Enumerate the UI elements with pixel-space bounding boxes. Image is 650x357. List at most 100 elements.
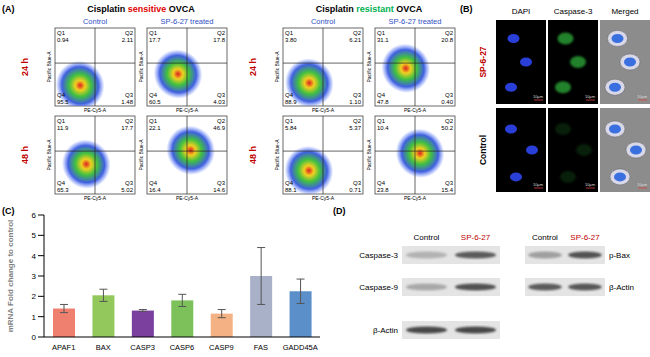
svg-text:APAF1: APAF1	[52, 343, 75, 352]
svg-text:31.1: 31.1	[377, 37, 389, 43]
svg-text:Q4: Q4	[377, 180, 386, 186]
svg-text:PE-Cy5-A: PE-Cy5-A	[84, 107, 107, 113]
svg-text:Q4: Q4	[149, 180, 158, 186]
svg-text:PE-Cy5-A: PE-Cy5-A	[312, 195, 335, 201]
svg-text:10.4: 10.4	[377, 125, 389, 131]
svg-text:PE-Cy5-A: PE-Cy5-A	[404, 107, 427, 113]
svg-text:17.7: 17.7	[149, 37, 161, 43]
svg-text:Cisplatin sensitive OVCA: Cisplatin sensitive OVCA	[87, 4, 195, 14]
svg-text:DAPI: DAPI	[512, 7, 531, 16]
svg-text:0: 0	[32, 333, 37, 342]
svg-text:60.5: 60.5	[149, 99, 161, 105]
svg-text:PE-Cy5-A: PE-Cy5-A	[84, 195, 107, 201]
svg-text:10µm: 10µm	[533, 94, 544, 99]
svg-text:Caspase-9: Caspase-9	[359, 283, 398, 292]
svg-text:88.1: 88.1	[285, 187, 297, 193]
svg-text:Q3: Q3	[217, 92, 226, 98]
svg-text:Q4: Q4	[149, 92, 158, 98]
svg-text:1.10: 1.10	[349, 99, 361, 105]
svg-text:17.8: 17.8	[213, 37, 225, 43]
svg-text:p-Bax: p-Bax	[609, 251, 630, 260]
svg-text:Q2: Q2	[445, 30, 454, 36]
svg-text:(C): (C)	[2, 206, 15, 216]
svg-text:10µm: 10µm	[637, 182, 648, 187]
svg-text:Pacific Blue-A: Pacific Blue-A	[46, 139, 52, 171]
svg-text:4: 4	[32, 252, 37, 261]
svg-text:2: 2	[32, 292, 37, 301]
svg-text:5: 5	[32, 231, 37, 240]
svg-text:SP-6-27 treated: SP-6-27 treated	[161, 17, 214, 26]
svg-text:6: 6	[32, 211, 37, 220]
svg-text:20.8: 20.8	[441, 37, 453, 43]
svg-text:Q3: Q3	[445, 92, 454, 98]
svg-text:Cisplatin resistant OVCA: Cisplatin resistant OVCA	[316, 4, 423, 14]
svg-text:PE-Cy5-A: PE-Cy5-A	[404, 195, 427, 201]
svg-text:Q3: Q3	[125, 92, 134, 98]
svg-text:48 h: 48 h	[20, 146, 30, 164]
svg-text:10µm: 10µm	[533, 182, 544, 187]
svg-text:Q3: Q3	[353, 92, 362, 98]
svg-text:Q3: Q3	[353, 180, 362, 186]
svg-text:0.71: 0.71	[349, 187, 361, 193]
svg-text:Control: Control	[311, 17, 336, 26]
svg-text:Pacific Blue-A: Pacific Blue-A	[138, 139, 144, 171]
svg-text:Q2: Q2	[125, 30, 134, 36]
svg-text:PE-Cy5-A: PE-Cy5-A	[176, 107, 199, 113]
svg-text:3: 3	[32, 272, 37, 281]
svg-text:GADD45A: GADD45A	[283, 343, 318, 352]
svg-text:(D): (D)	[333, 206, 346, 216]
svg-text:SP-6-27: SP-6-27	[461, 233, 491, 242]
svg-text:Control: Control	[478, 135, 488, 165]
svg-text:Q4: Q4	[377, 92, 386, 98]
svg-text:Q2: Q2	[353, 118, 362, 124]
svg-text:46.9: 46.9	[213, 125, 225, 131]
svg-text:(B): (B)	[460, 4, 473, 14]
svg-text:Control: Control	[414, 233, 440, 242]
svg-text:Pacific Blue-A: Pacific Blue-A	[366, 51, 372, 83]
svg-text:Q3: Q3	[445, 180, 454, 186]
svg-text:Caspase-3: Caspase-3	[554, 7, 593, 16]
svg-text:24 h: 24 h	[248, 58, 258, 76]
svg-text:PE-Cy5-A: PE-Cy5-A	[312, 107, 335, 113]
svg-text:0.94: 0.94	[57, 37, 69, 43]
svg-text:11.9: 11.9	[57, 125, 69, 131]
svg-text:48 h: 48 h	[248, 146, 258, 164]
svg-text:47.8: 47.8	[377, 99, 389, 105]
svg-text:PE-Cy5-A: PE-Cy5-A	[176, 195, 199, 201]
svg-text:Q4: Q4	[285, 92, 294, 98]
svg-text:1.48: 1.48	[121, 99, 133, 105]
svg-text:5.02: 5.02	[121, 187, 133, 193]
svg-text:10µm: 10µm	[585, 182, 596, 187]
svg-text:Q1: Q1	[377, 118, 386, 124]
svg-text:Merged: Merged	[611, 7, 638, 16]
svg-text:Control: Control	[532, 233, 558, 242]
svg-text:Q2: Q2	[445, 118, 454, 124]
svg-text:10µm: 10µm	[637, 94, 648, 99]
svg-text:Q1: Q1	[149, 118, 158, 124]
svg-text:Q1: Q1	[149, 30, 158, 36]
svg-text:2.11: 2.11	[122, 37, 134, 43]
svg-text:17.7: 17.7	[121, 125, 133, 131]
svg-text:15.4: 15.4	[441, 187, 453, 193]
svg-text:CASP3: CASP3	[130, 343, 155, 352]
svg-text:SP-6-27 treated: SP-6-27 treated	[389, 17, 442, 26]
svg-text:Q3: Q3	[125, 180, 134, 186]
svg-text:(A): (A)	[2, 4, 15, 14]
svg-text:CASP6: CASP6	[170, 343, 195, 352]
svg-text:22.1: 22.1	[149, 125, 161, 131]
svg-text:Q1: Q1	[285, 118, 294, 124]
svg-text:65.3: 65.3	[57, 187, 69, 193]
svg-text:3.80: 3.80	[285, 37, 297, 43]
svg-text:CASP9: CASP9	[209, 343, 234, 352]
svg-text:Pacific Blue-A: Pacific Blue-A	[138, 51, 144, 83]
svg-text:Q4: Q4	[57, 92, 66, 98]
svg-text:Q2: Q2	[353, 30, 362, 36]
svg-text:24 h: 24 h	[20, 58, 30, 76]
svg-text:1: 1	[32, 313, 37, 322]
svg-text:BAX: BAX	[96, 343, 111, 352]
svg-text:14.6: 14.6	[213, 187, 225, 193]
svg-text:Control: Control	[83, 17, 108, 26]
svg-text:Caspase-3: Caspase-3	[359, 251, 398, 260]
svg-text:Q2: Q2	[125, 118, 134, 124]
svg-text:SP-6-27: SP-6-27	[478, 46, 488, 77]
